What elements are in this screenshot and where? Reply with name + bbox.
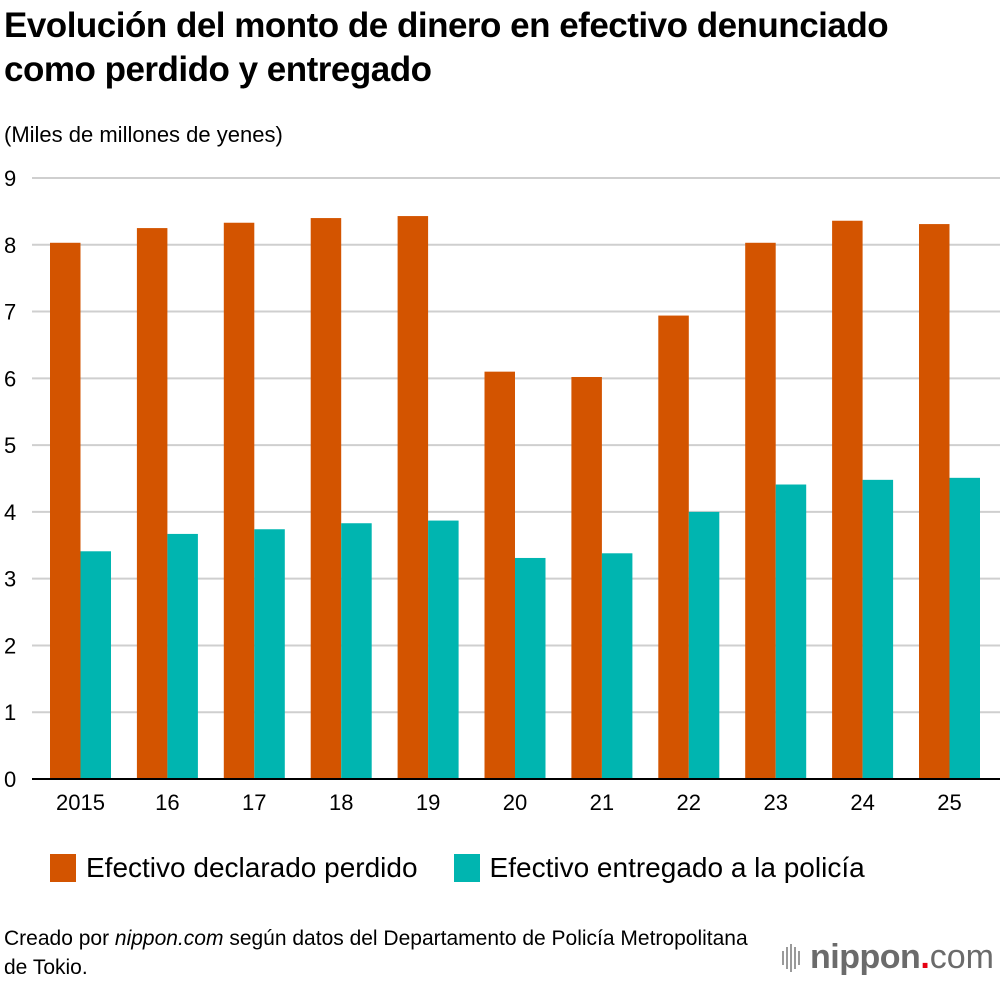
legend-label-lost: Efectivo declarado perdido	[86, 852, 418, 883]
legend-item-lost: Efectivo declarado perdido	[50, 852, 418, 884]
x-tick-label: 2015	[56, 790, 105, 815]
bar-delivered-18	[341, 523, 372, 779]
y-tick-label: 5	[4, 433, 16, 458]
y-tick-label: 9	[4, 166, 16, 191]
legend-swatch-delivered	[453, 854, 480, 882]
bar-delivered-19	[428, 520, 459, 779]
y-axis-unit-label: (Miles de millones de yenes)	[4, 122, 283, 147]
x-tick-label: 23	[763, 790, 787, 815]
bars	[50, 216, 980, 780]
legend-item-delivered: Efectivo entregado a la policía	[453, 852, 865, 884]
bar-lost-19	[397, 216, 429, 779]
bar-delivered-25	[949, 477, 980, 779]
bar-lost-20	[484, 371, 515, 779]
bar-lost-16	[136, 228, 168, 780]
y-tick-label: 8	[4, 233, 16, 258]
x-tick-label: 20	[503, 790, 527, 815]
logo-dot: .	[920, 938, 930, 976]
source-site: nippon.com	[114, 927, 224, 950]
bar-lost-24	[832, 220, 863, 779]
x-tick-label: 25	[937, 790, 961, 815]
bar-lost-18	[310, 218, 342, 780]
chart-title: Evolución del monto de dinero en efectiv…	[4, 6, 889, 89]
bar-delivered-23	[775, 484, 807, 779]
x-tick-label: 17	[242, 790, 266, 815]
bar-lost-23	[745, 242, 776, 780]
source-suffix: según datos del Departamento de Policía …	[4, 927, 748, 979]
y-axis-tick-labels: 0 1 2 3 4 5 6 7 8 9	[4, 166, 16, 792]
legend-label-delivered: Efectivo entregado a la policía	[489, 852, 865, 883]
y-tick-label: 0	[4, 767, 16, 792]
bar-delivered-2015	[80, 551, 111, 779]
logo-tld: com	[929, 938, 994, 976]
bar-delivered-24	[862, 479, 894, 779]
y-tick-label: 7	[4, 300, 16, 325]
y-tick-label: 3	[4, 567, 16, 592]
x-tick-label: 18	[329, 790, 353, 815]
nippon-logo: nippon. com	[782, 938, 994, 977]
legend-swatch-lost	[50, 854, 76, 882]
bar-delivered-16	[167, 533, 198, 779]
bar-lost-17	[223, 222, 255, 780]
y-tick-label: 1	[4, 700, 16, 725]
bar-lost-2015	[50, 242, 81, 780]
x-tick-label: 16	[155, 790, 179, 815]
y-tick-label: 6	[4, 366, 16, 391]
x-tick-label: 22	[677, 790, 701, 815]
logo-name: nippon	[810, 938, 921, 976]
x-tick-label: 19	[416, 790, 440, 815]
bar-delivered-20	[515, 557, 546, 779]
bar-delivered-22	[688, 511, 720, 779]
bar-lost-25	[919, 224, 950, 779]
x-axis-tick-labels: 2015 16 17 18 19 20 21 22 23 24 25	[56, 790, 962, 815]
x-tick-label: 24	[850, 790, 874, 815]
bar-delivered-21	[601, 553, 633, 779]
legend: Efectivo declarado perdido Efectivo entr…	[50, 852, 901, 884]
bar-delivered-17	[254, 529, 285, 779]
y-tick-label: 2	[4, 633, 16, 658]
sound-wave-icon	[782, 943, 802, 972]
x-tick-label: 21	[590, 790, 614, 815]
source-note: Creado por nippon.com según datos del De…	[4, 924, 764, 982]
y-tick-label: 4	[4, 500, 16, 525]
source-prefix: Creado por	[4, 927, 115, 950]
bar-lost-22	[658, 315, 689, 779]
bar-lost-21	[571, 376, 602, 779]
